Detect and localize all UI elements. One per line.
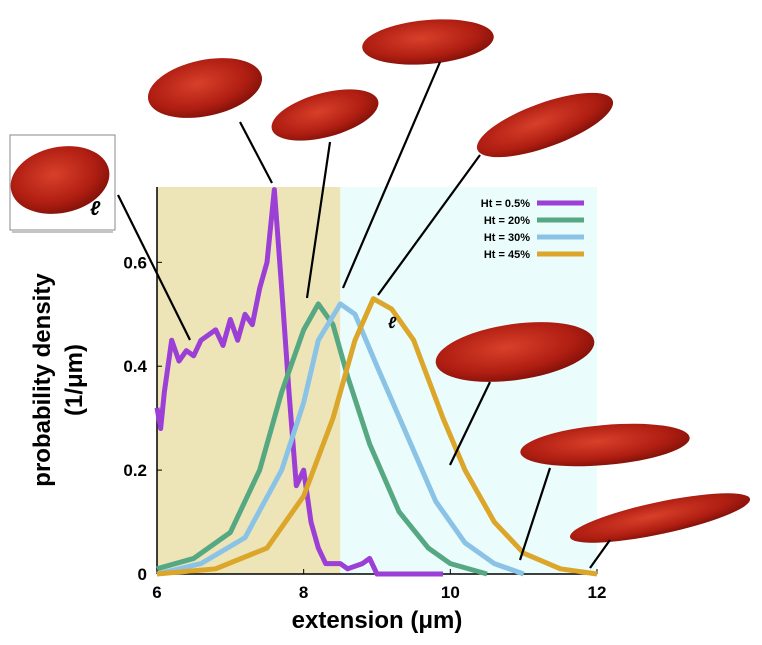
shaded-region <box>157 187 341 574</box>
legend-label: Ht = 30% <box>484 232 530 244</box>
connector <box>518 467 552 561</box>
annotation: ℓ <box>90 198 101 220</box>
cell-shape <box>476 92 614 158</box>
x-tick-label: 8 <box>299 583 308 602</box>
y-tick-label: 0 <box>138 565 147 584</box>
series-line <box>156 301 488 577</box>
x-tick-label: 6 <box>152 583 161 602</box>
y-axis-label: probability density <box>29 273 56 487</box>
legend-label: Ht = 0.5% <box>481 198 530 210</box>
annotation: ℓ <box>388 315 397 332</box>
series-line <box>156 296 598 577</box>
connector <box>239 121 273 184</box>
cell-shape <box>435 322 595 382</box>
connector <box>117 194 191 341</box>
cell-shape <box>10 146 110 214</box>
cells <box>9 19 751 569</box>
y-tick-label: 0.2 <box>123 461 147 480</box>
y-tick-label: 0.6 <box>123 253 147 272</box>
y-tick-label: 0.4 <box>123 357 147 376</box>
y-axis-label: (1/μm) <box>61 344 88 416</box>
x-tick-label: 12 <box>588 583 607 602</box>
legend-label: Ht = 20% <box>484 215 530 227</box>
series-line <box>156 301 525 577</box>
x-tick-label: 10 <box>441 583 460 602</box>
x-axis-label: extension (μm) <box>292 607 463 634</box>
cell-shape <box>147 58 263 118</box>
cell-shape <box>362 19 494 65</box>
cell-shape <box>271 89 379 141</box>
cell-shape <box>569 493 751 543</box>
connector <box>305 141 332 299</box>
connector <box>589 539 611 569</box>
connector <box>449 381 491 466</box>
series-line <box>154 187 443 577</box>
cell-box <box>9 134 116 231</box>
connector <box>341 61 442 289</box>
legend-label: Ht = 45% <box>484 249 530 261</box>
connector <box>377 154 481 296</box>
cell-shape <box>520 423 690 467</box>
